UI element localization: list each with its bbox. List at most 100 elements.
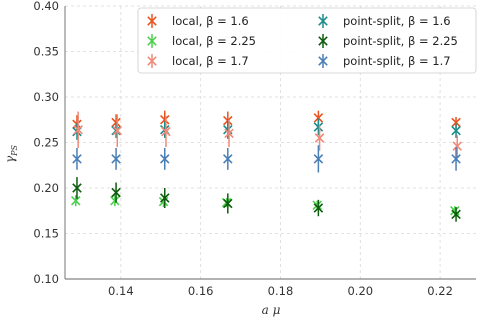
marker-stroke-b	[318, 16, 328, 26]
y-tick-label: 0.30	[33, 90, 59, 104]
series-5	[72, 145, 461, 173]
marker-stroke-b	[224, 128, 234, 139]
data-point	[313, 199, 324, 217]
legend-marker	[318, 14, 328, 28]
marker-stroke-b	[147, 56, 157, 66]
marker-stroke-b	[313, 154, 324, 164]
series-3	[72, 177, 461, 222]
x-tick-label: 0.14	[108, 284, 134, 298]
marker-stroke-b	[73, 124, 83, 135]
marker-stroke-b	[161, 126, 171, 137]
marker-stroke-b	[313, 122, 324, 132]
marker-stroke-b	[451, 117, 461, 128]
data-point	[314, 125, 325, 151]
legend-label: local, β = 1.7	[172, 54, 249, 68]
legend-label: local, β = 1.6	[172, 14, 249, 28]
marker-stroke-b	[147, 36, 157, 46]
data-point	[451, 147, 461, 171]
data-point	[451, 123, 461, 138]
x-tick-label: 0.22	[427, 284, 453, 298]
y-tick-label: 0.25	[33, 136, 59, 150]
marker-stroke-b	[147, 16, 157, 26]
data-point	[71, 195, 81, 207]
marker-stroke-b	[111, 187, 121, 198]
data-point	[110, 195, 120, 207]
marker-stroke-b	[71, 195, 81, 206]
marker-stroke-b	[451, 209, 461, 220]
legend-marker	[147, 54, 157, 68]
legend-label: local, β = 2.25	[172, 34, 256, 48]
data-point	[313, 118, 324, 136]
axes	[64, 6, 476, 280]
data-point	[223, 193, 233, 214]
marker-stroke-b	[313, 203, 324, 213]
y-tick-label: 0.15	[33, 227, 59, 241]
marker-stroke-b	[159, 154, 170, 164]
legend-label: point-split, β = 2.25	[343, 34, 458, 48]
y-tick-label: 0.10	[33, 272, 59, 286]
marker-stroke-b	[451, 125, 461, 136]
series-2	[71, 195, 460, 216]
marker-stroke-b	[223, 154, 233, 164]
marker-stroke-b	[312, 200, 322, 211]
x-tick-label: 0.16	[188, 284, 214, 298]
marker-stroke-b	[111, 154, 121, 164]
data-point	[223, 147, 233, 170]
series-4	[73, 111, 463, 158]
data-point	[111, 147, 121, 170]
marker-stroke-b	[112, 125, 123, 136]
y-axis-label-subscript: PS	[10, 144, 19, 156]
marker-stroke-b	[223, 198, 233, 209]
legend: local, β = 1.6 point-split, β = 1.6 local,…	[137, 7, 477, 74]
marker-stroke-b	[72, 154, 82, 164]
y-tick-label: 0.20	[33, 181, 59, 195]
marker-stroke-b	[313, 113, 324, 123]
legend-frame	[137, 7, 477, 74]
y-axis-ticks: 0.10 0.15 0.20 0.25 0.30 0.35 0.40	[33, 0, 59, 286]
data-point	[159, 188, 170, 209]
data-point	[72, 177, 82, 199]
legend-marker	[318, 54, 328, 68]
marker-stroke-b	[223, 124, 233, 135]
series-1	[72, 118, 461, 140]
marker-stroke-b	[159, 114, 170, 125]
marker-stroke-b	[72, 183, 82, 193]
y-axis-label-main: γ	[3, 155, 17, 163]
x-tick-label: 0.18	[268, 284, 294, 298]
x-axis-ticks: 0.14 0.16 0.18 0.20 0.22	[108, 284, 453, 298]
x-axis-label: a μ	[262, 303, 281, 317]
data-point	[111, 123, 121, 138]
data-point	[73, 111, 83, 148]
data-point	[112, 114, 123, 148]
series-0	[72, 110, 461, 134]
legend-entry: point-split, β = 1.6	[318, 14, 451, 28]
marker-stroke-b	[452, 141, 463, 151]
x-tick-label: 0.20	[347, 284, 373, 298]
legend-entry: local, β = 1.7	[147, 54, 249, 68]
y-tick-label: 0.35	[33, 45, 59, 59]
legend-entry: point-split, β = 2.25	[318, 34, 458, 48]
legend-marker	[147, 14, 157, 28]
legend-marker	[147, 34, 157, 48]
y-axis-label: γPS	[3, 144, 19, 163]
marker-stroke-b	[451, 154, 461, 164]
marker-stroke-b	[110, 195, 120, 206]
data-point	[111, 182, 121, 203]
marker-stroke-b	[314, 133, 325, 143]
data-series	[71, 110, 463, 222]
data-point	[313, 145, 324, 173]
data-point	[161, 116, 171, 148]
legend-entry: point-split, β = 1.7	[318, 54, 451, 68]
marker-stroke-b	[159, 193, 170, 203]
marker-stroke-b	[111, 117, 121, 128]
y-tick-label: 0.40	[33, 0, 59, 13]
data-point	[72, 147, 82, 170]
data-point	[224, 119, 234, 148]
data-point	[451, 207, 461, 222]
marker-stroke-b	[318, 36, 328, 46]
marker-stroke-b	[318, 56, 328, 66]
data-point	[159, 147, 170, 170]
data-point	[452, 135, 463, 158]
legend-marker	[318, 34, 328, 48]
